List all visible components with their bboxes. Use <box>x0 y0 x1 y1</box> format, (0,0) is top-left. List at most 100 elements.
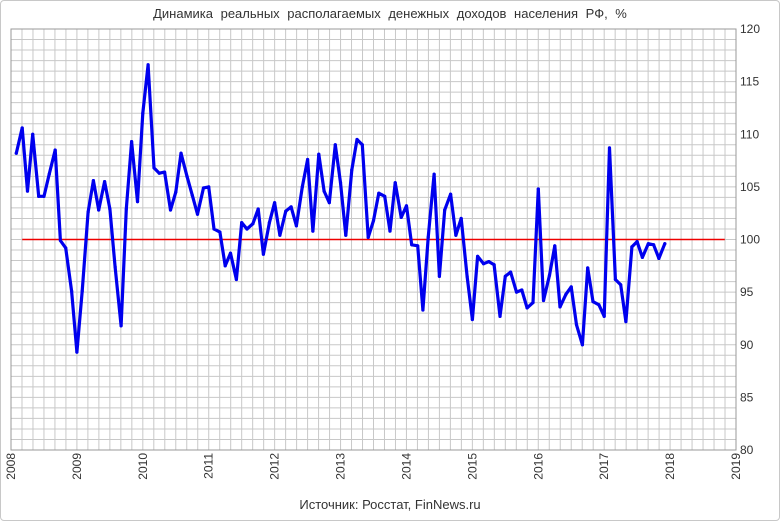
data-point <box>333 143 337 147</box>
data-point <box>86 210 90 214</box>
data-point <box>416 244 420 248</box>
data-point <box>399 215 403 219</box>
data-point <box>508 270 513 274</box>
data-point <box>201 186 206 190</box>
y-tick-label: 120 <box>740 22 760 36</box>
data-point <box>591 299 595 304</box>
x-tick-label: 2016 <box>531 453 545 480</box>
data-point <box>91 178 95 183</box>
data-point <box>70 289 74 293</box>
data-point <box>624 319 628 324</box>
data-point <box>152 166 156 170</box>
data-point <box>20 126 24 130</box>
plot-border <box>10 28 737 451</box>
y-tick-label: 90 <box>740 338 754 352</box>
data-point <box>558 305 562 309</box>
data-point <box>498 314 502 318</box>
data-point <box>245 227 249 231</box>
x-tick-label: 2012 <box>268 453 282 480</box>
data-point <box>492 263 496 267</box>
data-point <box>300 185 304 189</box>
data-point <box>487 260 491 264</box>
data-point <box>327 201 331 205</box>
data-point <box>130 140 134 144</box>
data-point <box>449 192 453 196</box>
data-point <box>432 172 436 176</box>
data-point <box>350 168 354 172</box>
data-point <box>317 152 321 156</box>
data-point <box>536 187 540 191</box>
data-point <box>344 233 348 237</box>
data-point <box>635 240 639 244</box>
data-point <box>179 151 183 155</box>
data-point <box>162 170 167 174</box>
data-point <box>580 343 585 347</box>
data-point <box>541 298 546 303</box>
data-point <box>366 235 370 239</box>
x-tick-label: 2014 <box>399 453 413 480</box>
data-point <box>251 222 255 226</box>
data-point <box>289 205 293 209</box>
data-point <box>338 181 343 185</box>
data-point <box>410 243 414 247</box>
data-point <box>481 262 486 266</box>
data-point <box>520 288 524 292</box>
data-point <box>168 208 173 212</box>
data-point <box>371 218 376 223</box>
data-point <box>388 229 392 233</box>
data-point <box>174 190 178 194</box>
data-point <box>14 151 18 155</box>
data-point <box>459 216 463 221</box>
data-point <box>124 207 128 211</box>
data-point <box>602 314 606 318</box>
data-point <box>470 317 474 322</box>
source-caption: Источник: Росстат, FinNews.ru <box>299 497 481 512</box>
data-point <box>42 194 46 198</box>
data-point <box>393 181 397 185</box>
x-tick-label: 2009 <box>70 453 84 480</box>
data-point <box>135 200 140 204</box>
y-axis-ticks: 80 85 90 95 100 105 110 115 120 <box>740 22 760 457</box>
data-point <box>586 266 590 270</box>
data-point <box>113 265 117 269</box>
data-point <box>97 208 101 212</box>
data-point <box>630 245 634 249</box>
data-point <box>256 207 260 211</box>
data-point <box>212 227 216 231</box>
data-point <box>443 208 447 212</box>
data-point <box>322 189 326 193</box>
data-point <box>195 212 200 216</box>
y-tick-label: 105 <box>740 180 760 194</box>
data-point <box>207 185 211 189</box>
x-tick-label: 2015 <box>465 453 479 480</box>
data-point <box>607 146 612 150</box>
data-point <box>240 221 244 225</box>
data-point <box>503 274 507 278</box>
data-point <box>311 229 315 233</box>
data-point <box>53 148 57 152</box>
data-point <box>525 306 529 310</box>
data-point <box>294 224 298 228</box>
data-point <box>652 243 656 247</box>
data-point <box>234 277 239 282</box>
data-point <box>437 274 442 278</box>
data-point <box>146 63 150 67</box>
data-point <box>454 233 458 237</box>
data-point <box>476 254 480 258</box>
data-point <box>228 251 233 255</box>
x-tick-label: 2010 <box>136 453 150 480</box>
data-point <box>553 244 557 248</box>
y-tick-label: 95 <box>740 285 754 299</box>
data-point <box>37 194 41 198</box>
data-point <box>569 285 573 289</box>
data-point <box>657 256 661 261</box>
data-point <box>261 252 266 256</box>
data-point <box>102 180 107 184</box>
data-point <box>108 207 112 211</box>
data-point <box>564 292 568 296</box>
data-point <box>377 191 381 195</box>
data-point <box>305 157 310 162</box>
data-point <box>465 274 469 278</box>
data-point <box>75 350 79 354</box>
